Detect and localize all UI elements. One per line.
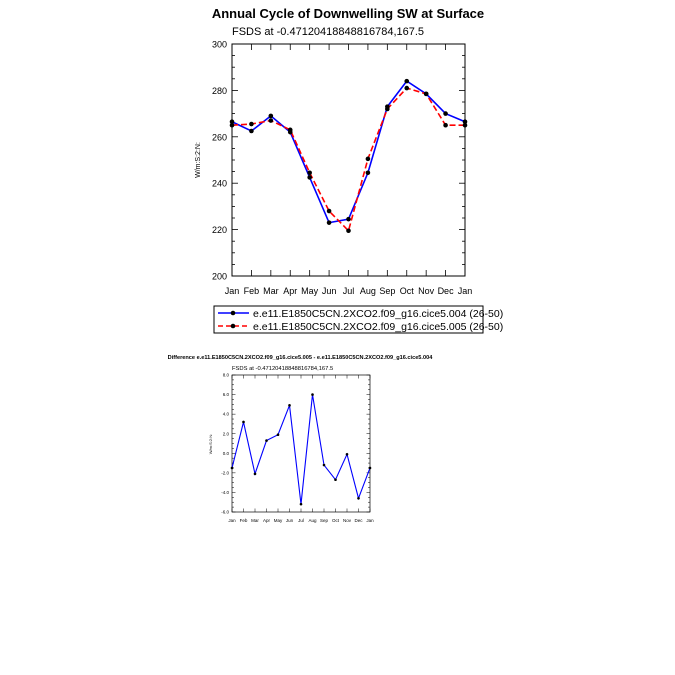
difference-chart-series: [230, 393, 372, 506]
main-chart-x-tick-label: May: [301, 286, 319, 296]
difference-chart-x-tick-label: Aug: [308, 518, 317, 523]
difference-chart-y-tick-label: 2.0: [223, 431, 230, 436]
difference-chart-series-1-point: [242, 420, 245, 424]
main-chart-series-1-point: [462, 119, 468, 125]
main-chart-series-2-point: [346, 228, 351, 234]
difference-chart-y-tick-label: -2.0: [221, 470, 229, 475]
difference-chart-series-1-point: [357, 497, 360, 500]
legend-box: [213, 305, 484, 334]
main-chart-series-2-point: [307, 170, 312, 176]
difference-chart-series-1-point: [334, 478, 337, 482]
main-chart-x-tick-label: Nov: [418, 286, 435, 296]
main-chart-series-2-point: [326, 208, 332, 214]
difference-chart-x-tick-label: Jul: [298, 518, 304, 523]
main-chart-series-1-point: [365, 170, 371, 176]
difference-chart-x-tick-label: Dec: [354, 518, 363, 523]
main-chart-x-tick-label: Aug: [360, 286, 376, 296]
main-chart-series-2-point: [268, 118, 274, 123]
main-chart-series-1-point: [346, 216, 351, 222]
main-chart-series-1-point: [443, 111, 448, 116]
difference-chart-series-1-point: [276, 433, 280, 436]
main-chart-x-tick-label: Jul: [343, 286, 355, 296]
difference-chart-series-1-point: [288, 404, 291, 407]
difference-chart-y-tick-label: 8.0: [223, 373, 230, 378]
difference-chart-y-tick-label: -6.0: [221, 510, 229, 515]
difference-chart-y-tick-label: -4.0: [221, 490, 229, 495]
difference-chart-series-1-point: [322, 463, 326, 467]
legend-marker-series-1: [230, 310, 236, 316]
main-chart-series-1-point: [326, 220, 332, 225]
difference-chart-x-tick-label: Oct: [332, 518, 340, 523]
difference-chart-x-tick-label: Apr: [263, 518, 271, 523]
main-chart-y-axis-label: W/m:S:2:N:: [195, 142, 202, 178]
difference-chart-y-axis-label: W/m:S:2:N:: [208, 434, 213, 454]
main-chart-y-tick-label: 280: [212, 86, 227, 96]
difference-chart-y-tick-label: 6.0: [223, 392, 230, 397]
main-chart-x-tick-label: Dec: [438, 286, 455, 296]
main-chart-x-tick-label: Jun: [322, 286, 337, 296]
main-chart-y-tick-label: 260: [212, 132, 227, 142]
main-chart-subtitle: FSDS at -0.47120418848816784,167.5: [232, 26, 424, 38]
difference-chart-x-tick-label: Nov: [343, 518, 352, 523]
difference-chart-y-tick-label: 4.0: [223, 412, 230, 417]
main-chart-series-1-point: [404, 78, 410, 84]
main-chart-series-2-point: [443, 122, 448, 128]
main-chart-series-2-point: [423, 91, 429, 97]
difference-chart-series-1-point: [311, 393, 314, 396]
main-chart-x-tick-label: Sep: [379, 286, 395, 296]
main-chart-series-2-point: [229, 122, 235, 128]
difference-chart: Difference e.e11.E1850C5CN.2XCO2.f09_g16…: [168, 355, 434, 523]
difference-chart-series-1-point: [253, 472, 257, 476]
main-chart-series-2-point: [365, 156, 371, 162]
main-chart-y-tick-label: 220: [212, 225, 227, 235]
main-chart-series-2-point: [287, 127, 293, 133]
difference-chart-x-tick-label: Jun: [286, 518, 294, 523]
main-chart-x-tick-label: Jan: [225, 286, 240, 296]
legend-label-series-2: e.e11.E1850C5CN.2XCO2.f09_g16.cice5.005 …: [253, 321, 503, 333]
difference-chart-y-tick-label: 0.0: [223, 451, 230, 456]
difference-chart-x-tick-label: Mar: [251, 518, 259, 523]
difference-chart-axes: -6.0 -4.0 -2.0 0.0 2.0 4.0 6.0 8.0 Jan Feb Mar Apr M…: [221, 373, 374, 523]
main-chart-y-tick-label: 200: [212, 272, 227, 282]
difference-chart-x-tick-label: Feb: [240, 518, 248, 523]
main-chart-x-tick-label: Feb: [244, 286, 260, 296]
main-chart-x-tick-label: Oct: [400, 286, 415, 296]
main-chart-series: [229, 78, 468, 234]
difference-chart-x-tick-label: Sep: [320, 518, 329, 523]
difference-chart-x-tick-label: May: [274, 518, 283, 523]
main-chart-legend: e.e11.E1850C5CN.2XCO2.f09_g16.cice5.004 …: [213, 305, 503, 334]
main-chart-x-tick-label: Jan: [458, 286, 473, 296]
main-chart-series-1-point: [229, 119, 235, 125]
main-chart-series-2-point: [385, 106, 390, 112]
main-chart-y-tick-label: 240: [212, 179, 227, 189]
main-chart-series-1-point: [307, 175, 312, 180]
main-chart-axes: 200 220 240 260 280 300 Jan Feb Mar Apr May Jun Jul A…: [212, 40, 472, 297]
legend-label-series-1: e.e11.E1850C5CN.2XCO2.f09_g16.cice5.004 …: [253, 308, 503, 320]
difference-chart-title: Difference e.e11.E1850C5CN.2XCO2.f09_g16…: [168, 355, 434, 361]
difference-chart-x-tick-label: Jan: [366, 518, 374, 523]
difference-chart-series-1-point: [299, 502, 303, 506]
main-chart-series-2-point: [462, 122, 468, 128]
main-chart-series-2-point: [404, 85, 410, 91]
difference-chart-series-1-point: [265, 439, 268, 442]
difference-chart-series-1-point: [345, 452, 349, 456]
difference-chart-x-tick-label: Jan: [228, 518, 236, 523]
difference-chart-subtitle: FSDS at -0.47120418848816784,167.5: [232, 366, 333, 372]
legend-marker-series-2: [230, 323, 236, 329]
main-chart-y-tick-label: 300: [212, 40, 227, 50]
main-chart-title: Annual Cycle of Downwelling SW at Surfac…: [212, 6, 484, 21]
main-chart-series-1-point: [268, 113, 274, 119]
main-chart-series-2-point: [249, 121, 254, 127]
main-chart-x-tick-label: Mar: [263, 286, 279, 296]
main-chart: Annual Cycle of Downwelling SW at Surfac…: [195, 6, 503, 334]
difference-chart-series-1-point: [230, 466, 234, 470]
difference-chart-series-1-point: [368, 466, 372, 470]
main-chart-x-tick-label: Apr: [283, 286, 297, 296]
main-chart-series-1-point: [249, 128, 254, 134]
